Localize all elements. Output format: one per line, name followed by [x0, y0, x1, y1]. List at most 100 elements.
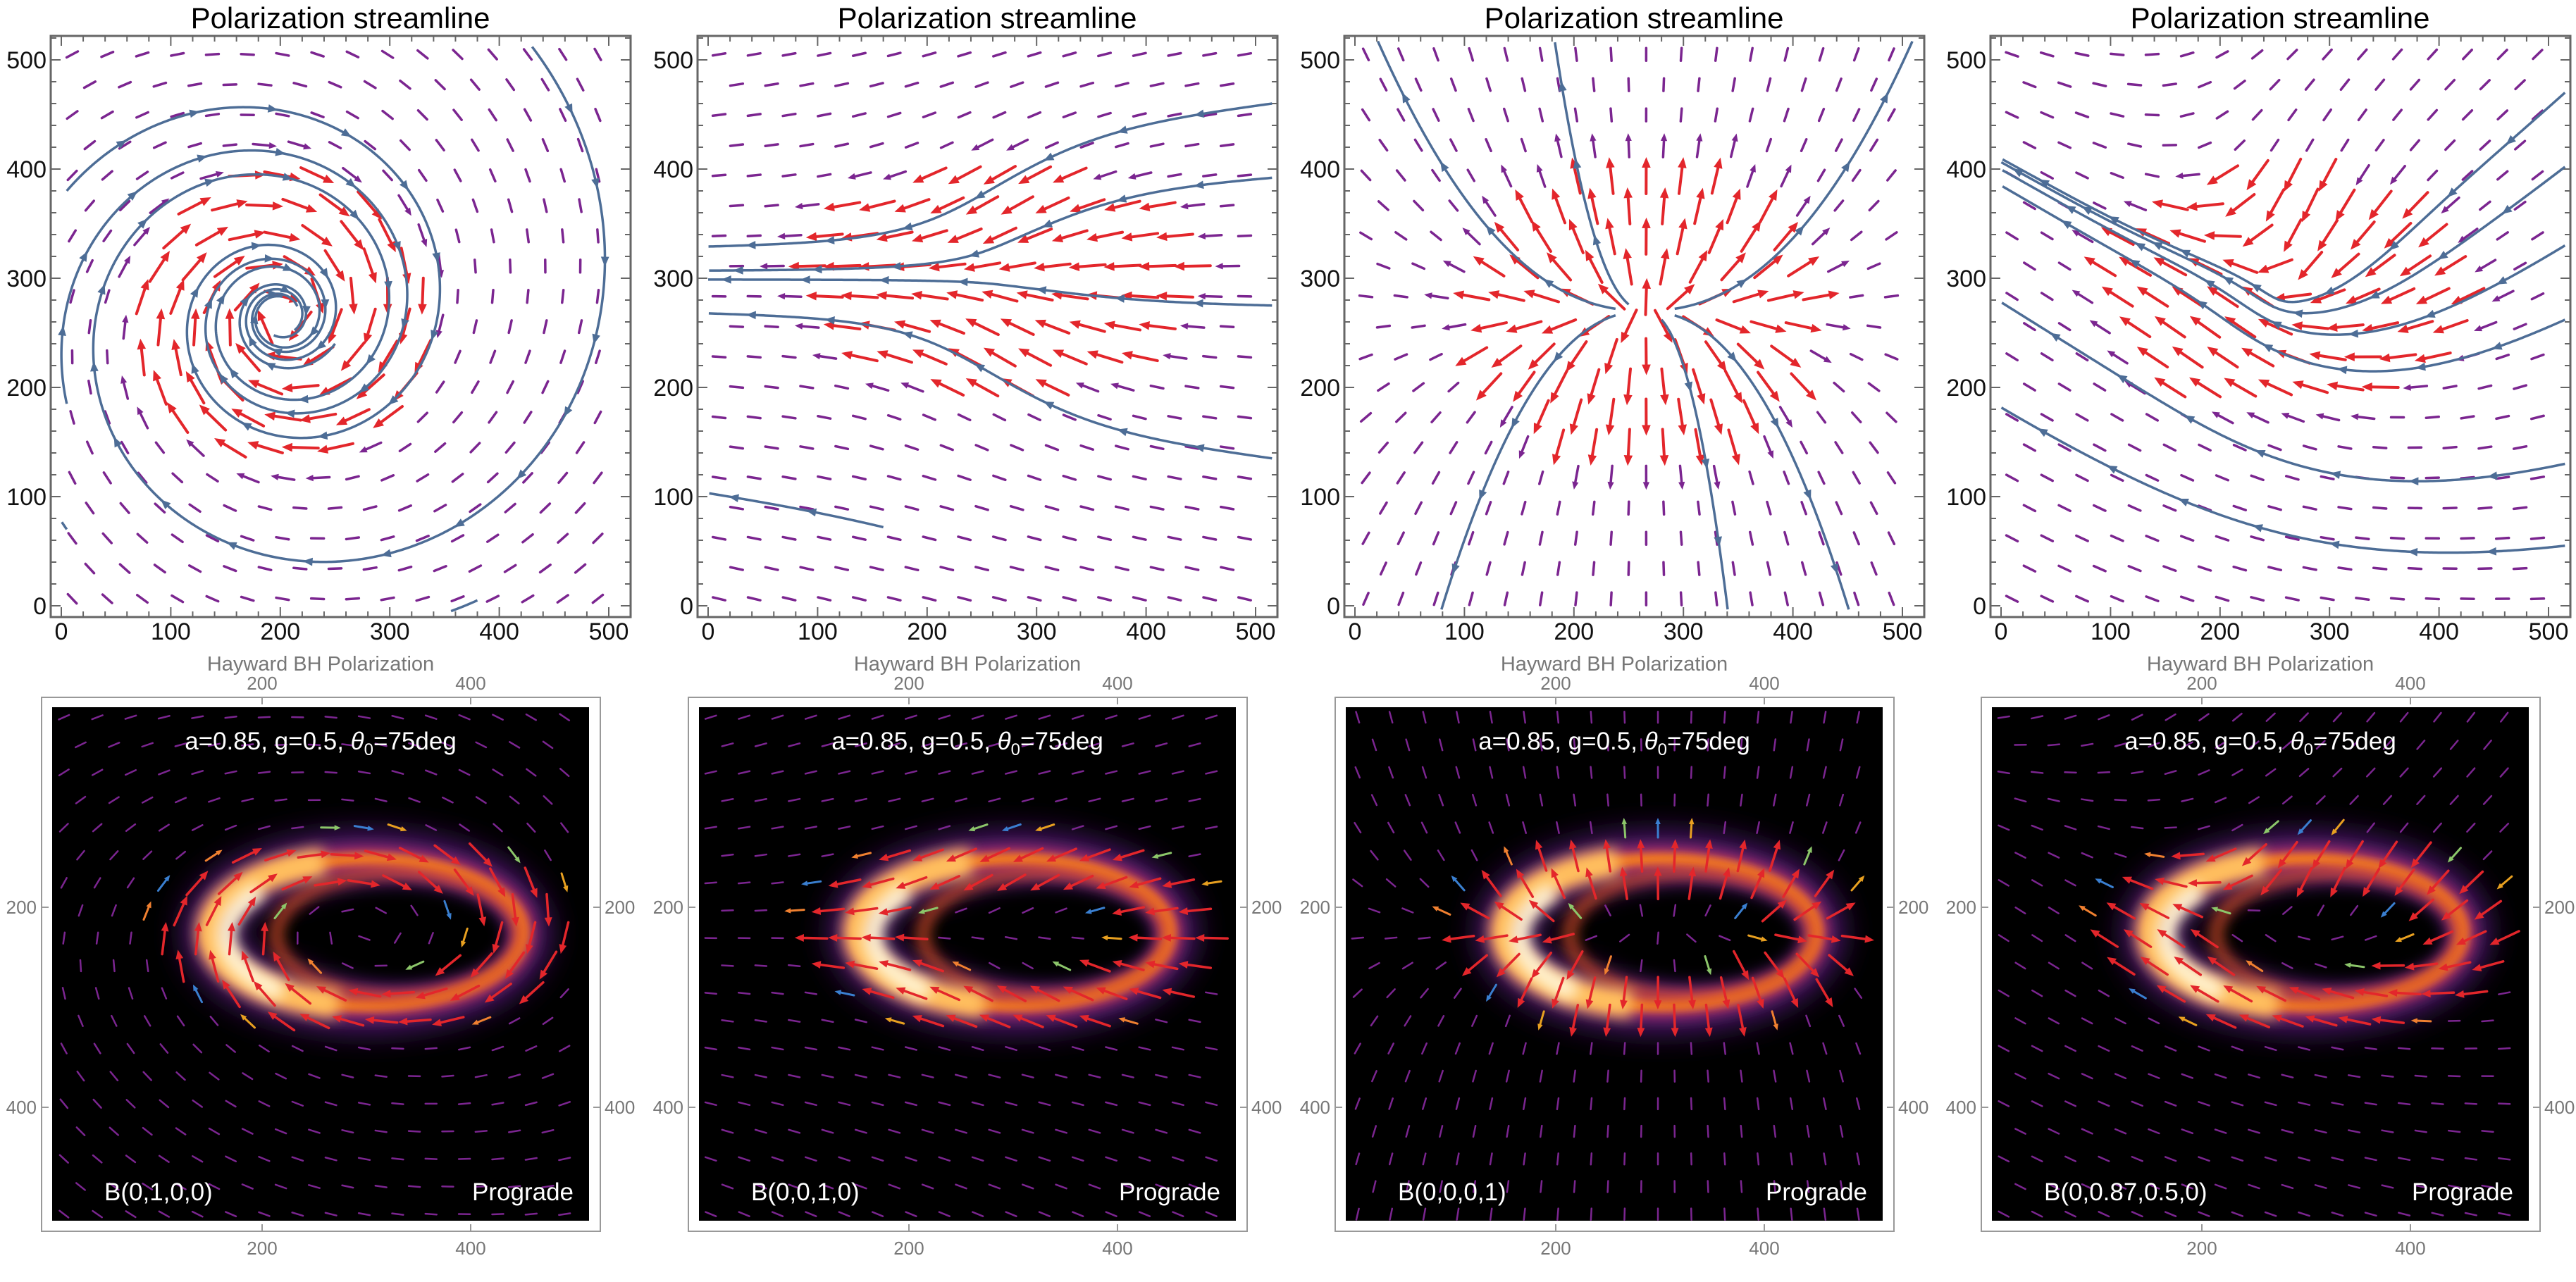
polarization-dash: [2500, 711, 2509, 723]
polarization-dash: [1556, 1042, 1560, 1055]
polarization-dash: [434, 79, 446, 91]
polarization-dash: [1731, 561, 1736, 576]
polarization-arrow: [2432, 318, 2469, 334]
polarization-dash: [2499, 767, 2509, 778]
polarization-dash: [68, 229, 77, 243]
polarization-arrow: [946, 847, 977, 862]
polarization-dash: [2215, 50, 2229, 59]
polarization-dash: [2416, 795, 2426, 805]
polarization-arrow: [965, 195, 1000, 215]
streamline-arrowhead: [216, 294, 225, 305]
polarization-dash: [1005, 1045, 1017, 1052]
polarization-dash: [1122, 1183, 1134, 1190]
polarization-arrow: [222, 979, 241, 1009]
polarization-dash: [1105, 714, 1118, 720]
polarization-dash: [721, 853, 734, 857]
polarization-dash: [2364, 1157, 2377, 1162]
polarization-dash: [1088, 797, 1101, 802]
polarization-dash: [2110, 52, 2125, 56]
polarization-dash: [434, 442, 447, 453]
polarization-arrow: [845, 907, 879, 916]
orbit-label: Prograde: [2412, 1178, 2513, 1206]
polarization-dash: [450, 534, 465, 543]
polarization-arrow: [205, 896, 222, 926]
polarization-dash: [374, 797, 388, 802]
streamline-arrowhead: [349, 209, 359, 220]
polarization-dash: [559, 768, 570, 778]
polarization-dash: [557, 533, 569, 544]
polarization-dash: [209, 1071, 220, 1081]
polarization-dash: [175, 1183, 187, 1190]
polarization-dash: [1088, 742, 1101, 747]
polarization-arrow: [1482, 195, 1497, 217]
polarization-dash: [871, 1046, 884, 1051]
streamline-arrowhead: [271, 349, 283, 357]
polarization-dash: [1044, 566, 1060, 572]
polarization-dash: [508, 1073, 521, 1079]
polarization-arrow: [1587, 187, 1599, 225]
polarization-dash: [1472, 738, 1477, 752]
polarization-arrow: [1569, 1004, 1580, 1037]
x-tick-label: 400: [1773, 618, 1813, 645]
polarization-arrow: [1046, 1014, 1078, 1028]
polarization-dash: [192, 1043, 203, 1054]
polarization-dash: [1790, 1152, 1793, 1166]
polarization-dash: [1237, 596, 1252, 602]
polarization-dash: [1606, 738, 1609, 752]
polarization-dash: [521, 594, 535, 604]
polarization-dash: [838, 1211, 850, 1217]
polarization-arrow: [1704, 839, 1713, 873]
polarization-dash: [2031, 824, 2043, 831]
polarization-dash: [1205, 991, 1218, 995]
polarization-dash: [1697, 561, 1701, 576]
polarization-arrow: [470, 952, 493, 978]
polarization-arrow: [2171, 852, 2205, 860]
polarization-arrow: [2315, 413, 2341, 422]
polarization-dash: [704, 714, 717, 720]
polarization-dash: [957, 474, 972, 481]
polarization-dash: [225, 1155, 237, 1163]
polarization-dash: [2305, 138, 2315, 152]
polarization-dash: [2057, 564, 2072, 573]
polarization-dash: [2349, 740, 2359, 750]
polarization-dash: [2337, 566, 2353, 571]
polarization-arrow: [918, 907, 939, 914]
polarization-dash: [2461, 108, 2474, 121]
polarization-arrow: [1509, 254, 1540, 280]
streamline: [61, 521, 68, 530]
polarization-arrow: [398, 1017, 432, 1026]
polarization-dash: [1852, 47, 1860, 62]
polarization-arrow: [301, 223, 333, 247]
polarization-dash: [2040, 595, 2055, 603]
polarization-dash: [2093, 382, 2107, 392]
polarization-arrow: [2309, 351, 2347, 361]
polarization-dash: [1839, 1124, 1844, 1138]
polarization-dash: [2215, 474, 2229, 482]
polarization-dash: [522, 48, 533, 61]
polarization-arrow: [2331, 819, 2345, 835]
polarization-dash: [1468, 530, 1475, 546]
polarization-dash: [1853, 591, 1860, 606]
polarization-dash: [558, 1212, 571, 1216]
y-tick-label: 400: [653, 156, 693, 183]
y-tick-label: 300: [653, 266, 693, 292]
polarization-dash: [375, 907, 388, 914]
bottom-tick-label: 400: [1749, 1238, 1779, 1259]
polarization-dash: [2092, 82, 2107, 87]
polarization-arrow: [812, 353, 838, 360]
polarization-dash: [2496, 231, 2509, 241]
orbit-label: Prograde: [472, 1178, 574, 1206]
polarization-dash: [1121, 1128, 1134, 1134]
polarization-dash: [1627, 500, 1630, 516]
polarization-dash: [2314, 1128, 2327, 1134]
polarization-dash: [746, 51, 762, 57]
polarization-dash: [821, 1128, 834, 1134]
polarization-arrow: [2242, 223, 2274, 247]
polarization-arrow: [2317, 218, 2339, 251]
polarization-dash: [1592, 561, 1596, 576]
polarization-arrow: [963, 261, 1002, 272]
polarization-dash: [1010, 81, 1024, 88]
polarization-dash: [1438, 793, 1444, 807]
polarization-dash: [1540, 1180, 1543, 1193]
polarization-dash: [374, 1185, 388, 1188]
